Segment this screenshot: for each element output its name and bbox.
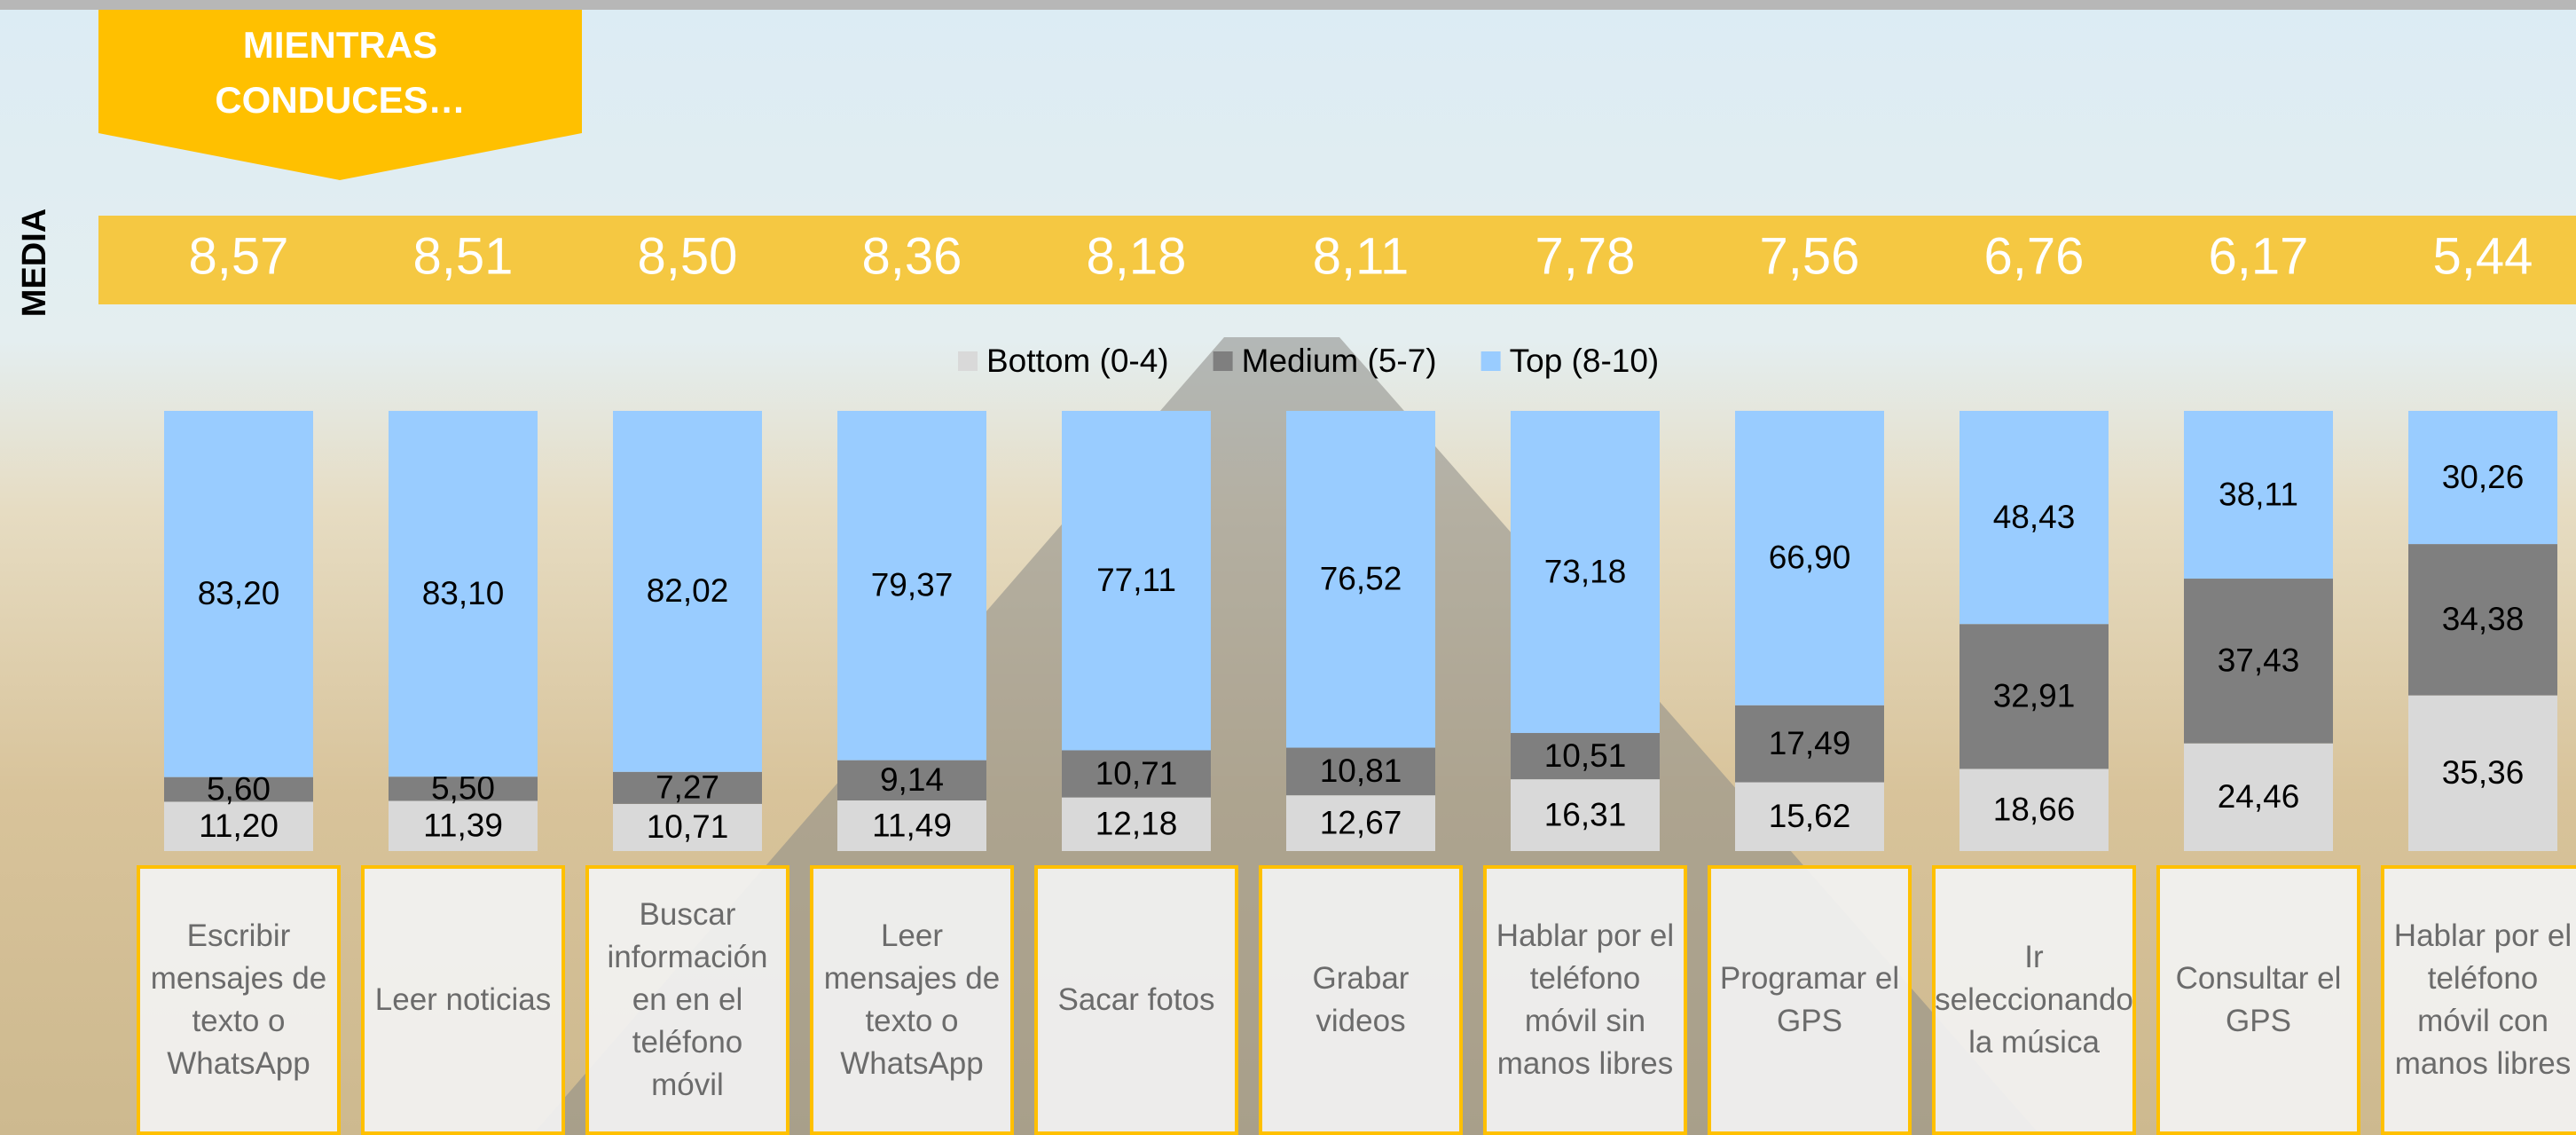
banner-shape bbox=[98, 10, 582, 180]
data-label: 11,39 bbox=[423, 808, 503, 844]
bar-segment bbox=[164, 801, 313, 851]
bar-segment bbox=[1062, 411, 1211, 751]
mean-value: 8,36 bbox=[862, 227, 962, 285]
data-label: 38,11 bbox=[2219, 476, 2298, 512]
category-label: Grabar videos bbox=[1259, 865, 1463, 1135]
category-label: Leer noticias bbox=[361, 865, 565, 1135]
data-label: 9,14 bbox=[880, 761, 944, 798]
category-label: Ir seleccionando la música bbox=[1932, 865, 2136, 1135]
bar-segment bbox=[2408, 411, 2557, 545]
data-label: 73,18 bbox=[1544, 553, 1627, 589]
data-label: 83,20 bbox=[198, 575, 280, 611]
bar-segment bbox=[1286, 747, 1435, 796]
bar-segment bbox=[1959, 624, 2109, 769]
data-label: 32,91 bbox=[1993, 678, 2076, 714]
bar-segment bbox=[613, 771, 762, 804]
data-label: 18,66 bbox=[1993, 792, 2076, 828]
category-label: Escribir mensajes de texto o WhatsApp bbox=[137, 865, 341, 1135]
bar-segment bbox=[2408, 544, 2557, 696]
category-label: Programar el GPS bbox=[1708, 865, 1912, 1135]
data-label: 34,38 bbox=[2442, 601, 2525, 637]
bar-segment bbox=[2184, 411, 2333, 579]
data-label: 16,31 bbox=[1544, 796, 1627, 832]
bar-segment bbox=[389, 776, 538, 801]
category-label: Consultar el GPS bbox=[2156, 865, 2360, 1135]
category-label: Leer mensajes de texto o WhatsApp bbox=[810, 865, 1014, 1135]
mean-value: 7,78 bbox=[1535, 227, 1636, 285]
bar-segment bbox=[613, 803, 762, 851]
bar-segment bbox=[389, 411, 538, 777]
data-label: 11,49 bbox=[872, 807, 952, 843]
bar-segment bbox=[1062, 797, 1211, 851]
data-label: 10,81 bbox=[1320, 753, 1402, 789]
category-label: Hablar por el teléfono móvil con manos l… bbox=[2381, 865, 2576, 1135]
bar-segment bbox=[1735, 410, 1884, 705]
legend-label: Bottom (0-4) bbox=[986, 343, 1169, 379]
data-label: 48,43 bbox=[1993, 499, 2076, 535]
bar-segment bbox=[2184, 579, 2333, 744]
category-label: Buscar información en en el teléfono móv… bbox=[585, 865, 789, 1135]
mean-value: 5,44 bbox=[2433, 227, 2533, 285]
data-label: 11,20 bbox=[199, 808, 279, 844]
mean-label: MEDIA bbox=[16, 209, 53, 317]
data-label: 82,02 bbox=[647, 572, 729, 609]
data-label: 10,71 bbox=[1096, 755, 1178, 792]
data-label: 10,71 bbox=[647, 808, 729, 845]
bar-segment bbox=[837, 760, 986, 801]
bar-segment bbox=[837, 800, 986, 851]
data-label: 12,67 bbox=[1320, 804, 1402, 840]
data-label: 66,90 bbox=[1769, 540, 1851, 576]
mean-value: 6,76 bbox=[1984, 227, 2085, 285]
data-label: 15,62 bbox=[1769, 798, 1851, 834]
legend-swatch bbox=[1213, 351, 1233, 371]
bar-segment bbox=[1286, 411, 1435, 748]
data-label: 77,11 bbox=[1096, 562, 1176, 598]
data-label: 30,26 bbox=[2442, 459, 2525, 495]
bar-segment bbox=[1511, 411, 1660, 733]
data-label: 12,18 bbox=[1096, 806, 1178, 842]
data-label: 35,36 bbox=[2442, 754, 2525, 791]
bar-segment bbox=[1959, 411, 2109, 625]
bar-segment bbox=[1735, 782, 1884, 851]
mean-value: 8,18 bbox=[1087, 227, 1187, 285]
data-label: 79,37 bbox=[871, 567, 954, 603]
legend-swatch bbox=[958, 351, 978, 371]
mean-value: 8,11 bbox=[1313, 227, 1410, 285]
data-label: 7,27 bbox=[656, 769, 719, 806]
category-label: Hablar por el teléfono móvil sin manos l… bbox=[1483, 865, 1687, 1135]
top-strip bbox=[0, 0, 2576, 10]
bar-segment bbox=[2184, 743, 2333, 851]
mean-value: 8,57 bbox=[189, 227, 289, 285]
legend-label: Medium (5-7) bbox=[1242, 343, 1437, 379]
bar-segment bbox=[1286, 795, 1435, 851]
mean-value: 8,51 bbox=[413, 227, 514, 285]
bar-segment bbox=[1062, 750, 1211, 798]
mean-value: 7,56 bbox=[1760, 227, 1860, 285]
data-label: 37,43 bbox=[2218, 642, 2300, 679]
data-label: 83,10 bbox=[422, 575, 505, 611]
bar-segment bbox=[1735, 705, 1884, 783]
data-label: 24,46 bbox=[2218, 778, 2300, 815]
bar-segment bbox=[1511, 779, 1660, 851]
bar-segment bbox=[389, 800, 538, 851]
legend-label: Top (8-10) bbox=[1510, 343, 1660, 379]
mean-value: 6,17 bbox=[2209, 227, 2309, 285]
data-label: 17,49 bbox=[1769, 725, 1851, 761]
bar-segment bbox=[837, 411, 986, 761]
data-label: 76,52 bbox=[1320, 561, 1402, 597]
bar-segment bbox=[2408, 695, 2557, 851]
legend-swatch bbox=[1480, 351, 1501, 371]
category-label: Sacar fotos bbox=[1034, 865, 1238, 1135]
bar-segment bbox=[164, 776, 313, 802]
bar-segment bbox=[164, 411, 313, 777]
mean-band bbox=[98, 216, 2576, 304]
bar-segment bbox=[1511, 732, 1660, 780]
bar-segment bbox=[613, 411, 762, 772]
data-label: 10,51 bbox=[1544, 737, 1627, 774]
banner: MIENTRAS CONDUCES… bbox=[215, 24, 466, 121]
mean-value: 8,50 bbox=[638, 227, 738, 285]
bar-segment bbox=[1959, 768, 2109, 851]
